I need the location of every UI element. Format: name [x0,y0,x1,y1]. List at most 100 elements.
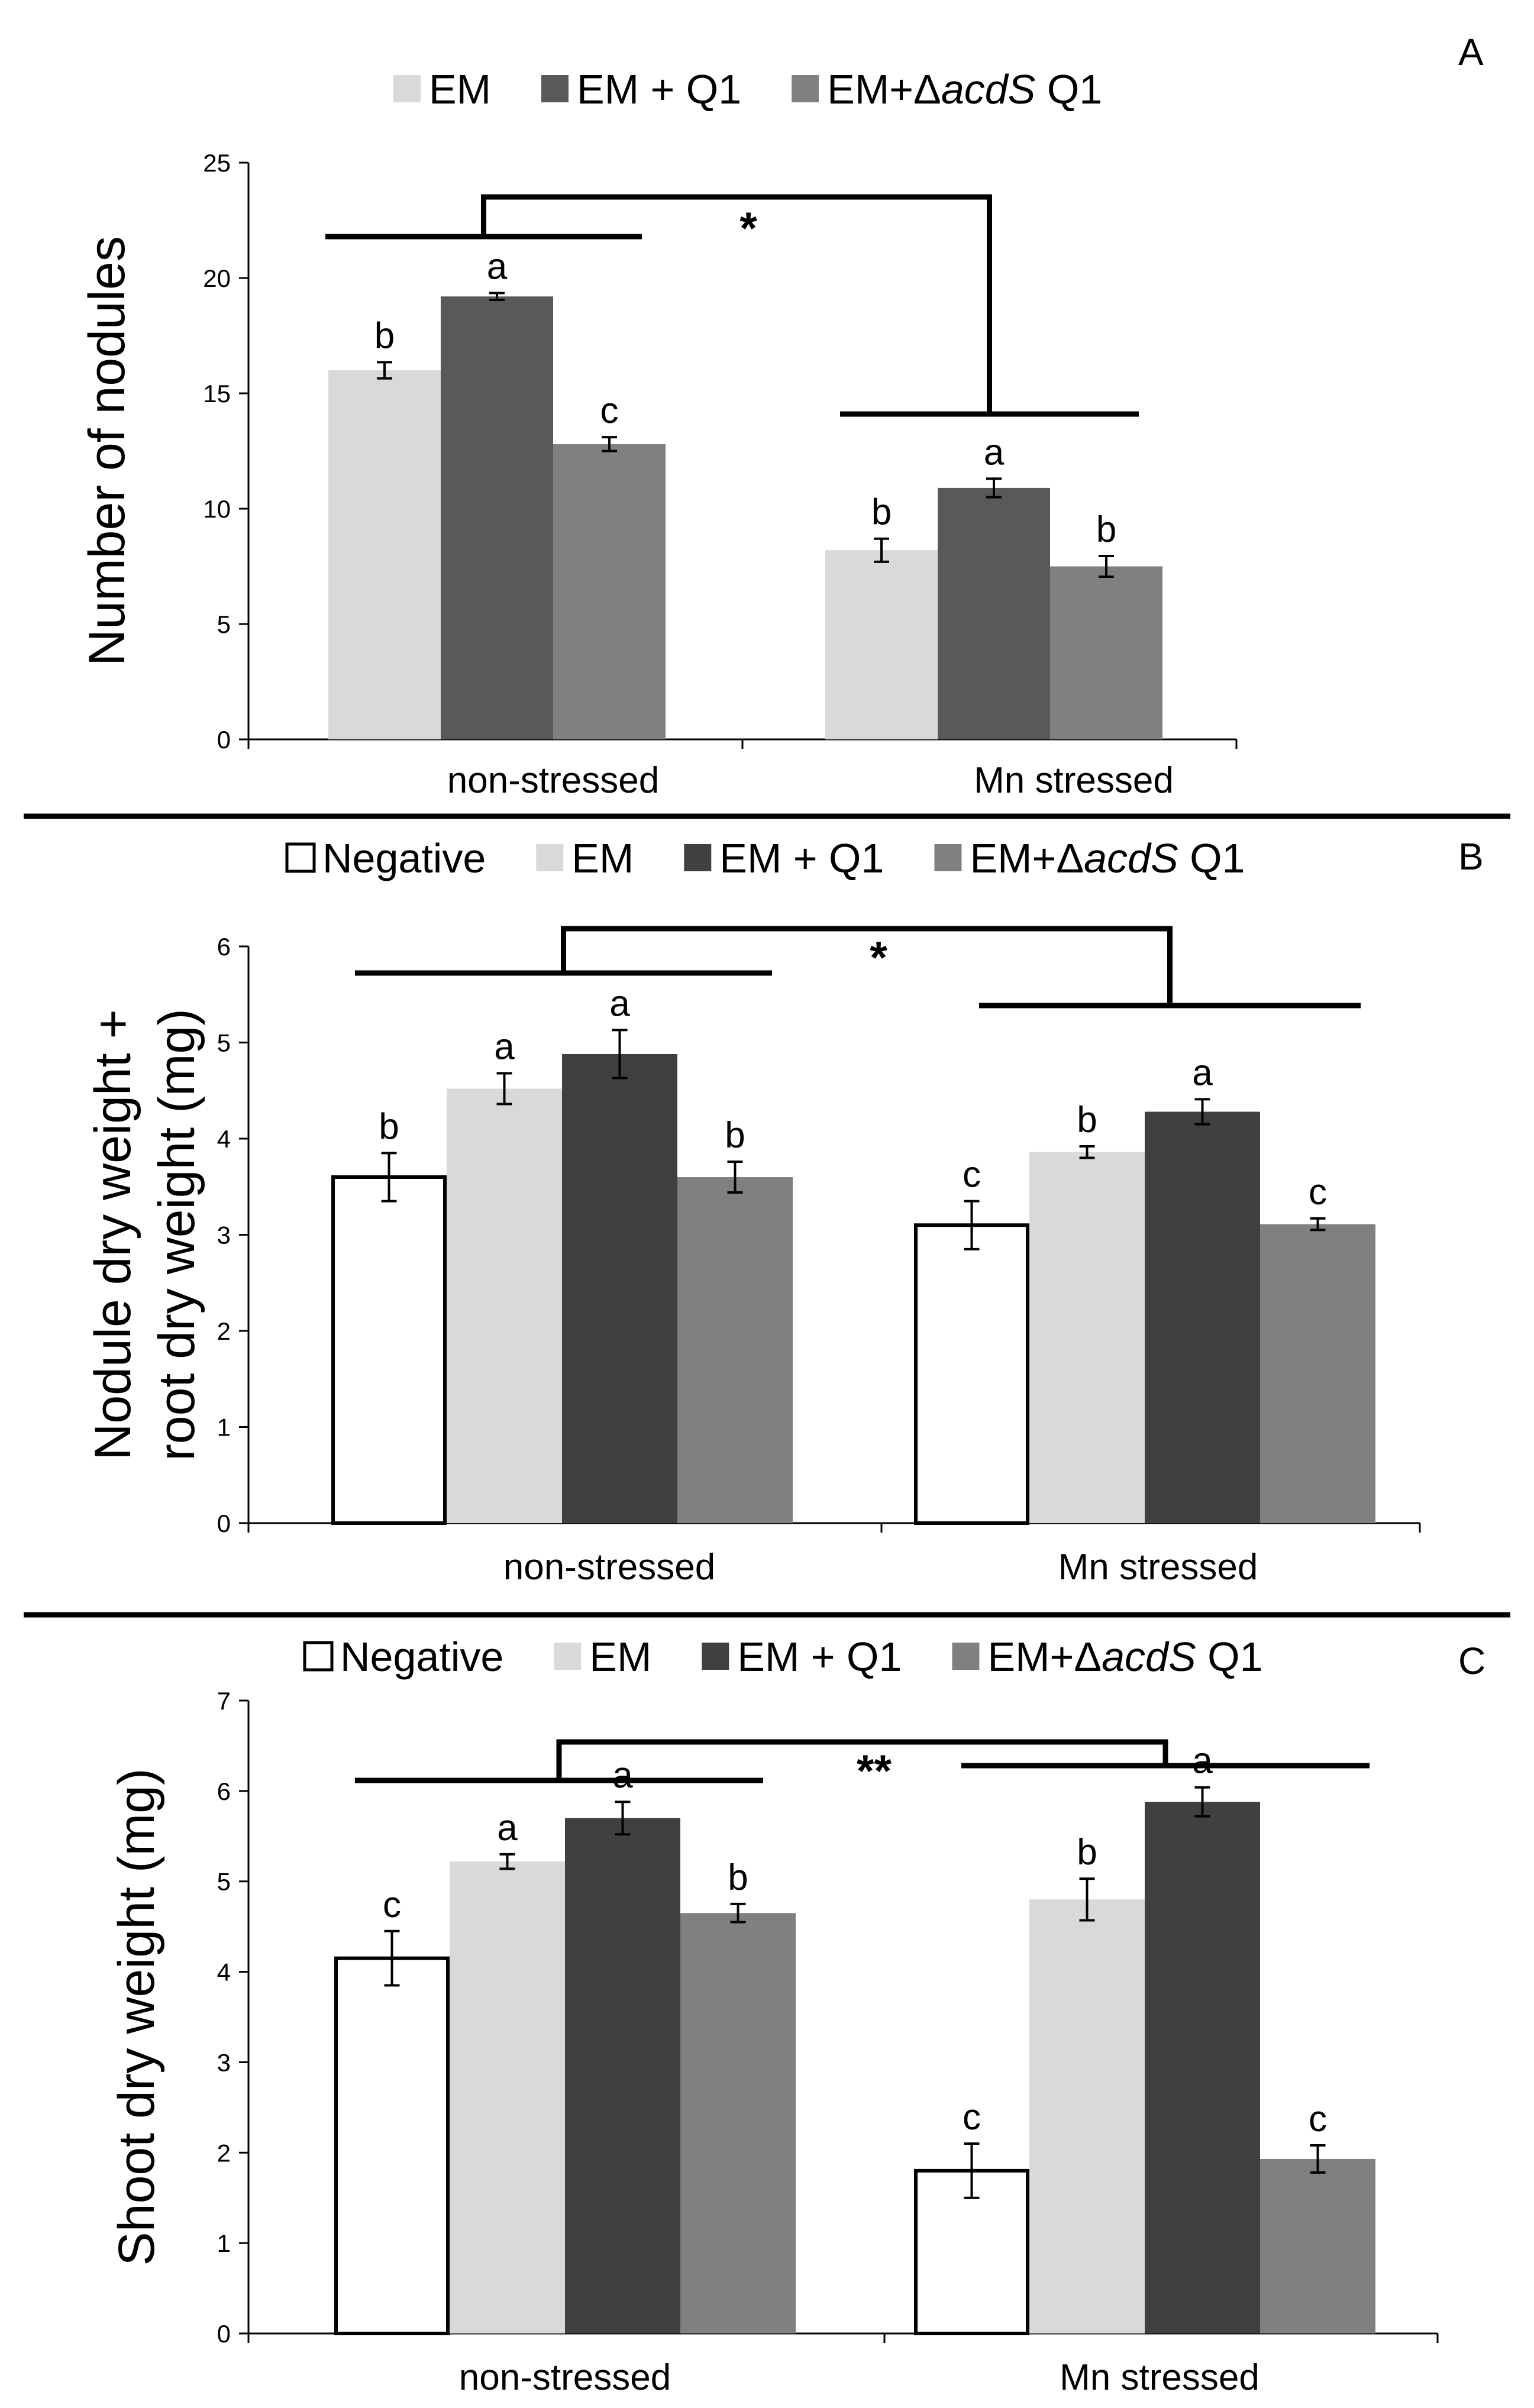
panel-label: A [1458,31,1484,73]
significance-letter: b [725,1115,745,1156]
y-tick-label: 2 [217,1317,231,1345]
category-label: Mn stressed [974,760,1174,801]
y-axis-label: Number of nodules [79,236,135,666]
legend-label-part: Q1 [1178,835,1245,881]
y-tick-label: 15 [203,380,231,408]
legend-label-part: EM [571,835,634,881]
bar-em-q1-1 [1145,1802,1260,2333]
significance-letter: a [487,246,508,287]
legend-swatch-0 [393,75,421,102]
legend-label-part: + [1032,835,1056,881]
legend-swatch-2 [702,1643,729,1670]
y-tick-label: 4 [217,1125,231,1153]
significance-letter: b [1077,1832,1097,1873]
significance-letter: a [609,983,630,1024]
legend-label-part: EM [827,66,889,112]
legend-label: Negative [340,1634,503,1680]
legend-swatch-0 [303,1641,334,1672]
significance-letter: b [1077,1100,1097,1140]
legend-label-part: Negative [340,1634,503,1680]
significance-star: ** [857,1746,892,1796]
legend-label: EM [571,835,634,881]
y-tick-label: 5 [217,610,231,638]
legend-label: EM + Q1 [719,835,884,881]
panel-label: B [1458,835,1484,878]
legend-label-part: acdS [1102,1634,1196,1680]
y-tick-label: 6 [217,933,231,961]
legend-label: EM + Q1 [577,66,741,112]
category-label: non-stressed [459,2357,671,2398]
bracket-connector [556,1739,1168,1780]
y-axis-label: Nodule dry weight + root dry weight (mg) [85,1009,205,1461]
bar-negative-0 [334,1956,450,2335]
significance-letter: c [963,1155,981,1195]
category-label: non-stressed [503,1547,715,1588]
y-tick-label: 0 [217,2320,231,2348]
category-label: Mn stressed [1058,1547,1258,1588]
y-tick-label: 7 [217,1687,231,1715]
category-label: Mn stressed [1060,2357,1260,2398]
significance-letter: a [612,1755,633,1796]
significance-letter: c [1309,1172,1327,1213]
bracket-connector [561,926,1173,1006]
significance-letter: a [984,432,1005,473]
bracket-connector [481,194,992,414]
y-axis-label: Shoot dry weight (mg) [108,1768,165,2265]
significance-letter: b [1096,509,1116,550]
legend-label-part: EM [589,1634,651,1680]
significance-letter: c [600,390,619,431]
y-tick-label: 25 [203,149,231,177]
bar-em-q1-0 [565,1818,680,2333]
bar-em-acds-q1-0 [677,1177,793,1523]
bar-negative-0 [331,1175,447,1525]
y-tick-label: 5 [217,1868,231,1896]
legend-swatch-3 [934,844,962,871]
legend-label-part: Δ [1056,835,1084,881]
legend-label-part: Δ [1074,1634,1102,1680]
bar-em-acds-q1-0 [553,444,666,739]
legend-label: Negative [322,835,486,881]
significance-letter: a [1192,1741,1213,1782]
bar-em-q1-0 [441,296,553,739]
significance-letter: b [379,1106,399,1147]
significance-letter: a [1192,1052,1213,1093]
significance-letter: c [383,1885,401,1925]
legend-label: EM [429,66,491,112]
significance-letter: c [1309,2099,1327,2139]
y-tick-label: 1 [217,2229,231,2257]
legend-label-part: + [1049,1634,1074,1680]
y-tick-label: 1 [217,1414,231,1441]
legend-label-part: EM + Q1 [719,835,884,881]
y-tick-label: 3 [217,2048,231,2076]
legend-swatch-2 [684,844,712,871]
legend-label-part: Q1 [1196,1634,1263,1680]
panel-label: C [1458,1640,1485,1682]
bar-em-q1-1 [938,487,1050,739]
y-tick-label: 2 [217,2139,231,2167]
y-tick-label: 4 [217,1958,231,1986]
y-tick-label: 0 [217,1510,231,1537]
y-axis-label-line: Nodule dry weight + [85,1009,141,1460]
legend-label-part: EM [970,835,1032,881]
significance-star: * [739,203,757,254]
bar-em-0 [447,1088,562,1523]
significance-letter: b [374,315,395,356]
y-tick-label: 20 [203,264,231,292]
legend-swatch-3 [952,1643,980,1670]
legend-swatch-2 [792,75,819,102]
legend-swatch-1 [541,75,569,102]
y-tick-label: 3 [217,1221,231,1249]
legend-label-part: Q1 [1035,66,1102,112]
bar-em-1 [1029,1152,1145,1523]
y-axis-label-line: root dry weight (mg) [148,1009,205,1461]
legend-label: EM+ΔacdS Q1 [970,835,1245,881]
significance-star: * [870,933,887,983]
legend-label-part: EM + Q1 [577,66,741,112]
legend-label-part: Negative [322,835,486,881]
bar-em-q1-0 [562,1054,677,1523]
bar-em-acds-q1-0 [680,1913,796,2333]
legend-label-part: + [889,66,913,112]
